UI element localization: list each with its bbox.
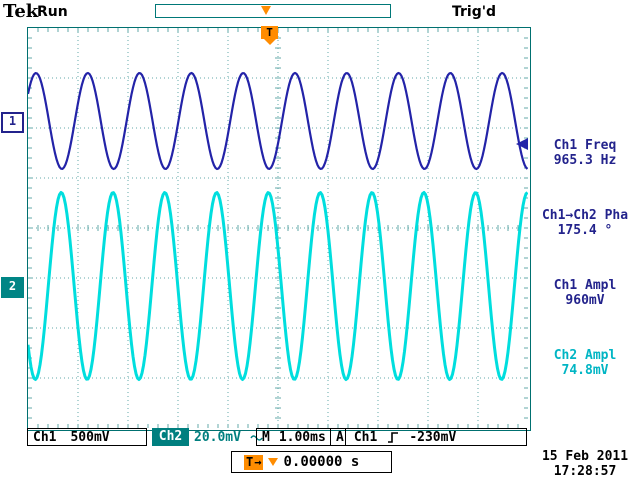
measurement-value: 965.3 Hz xyxy=(553,153,617,168)
acquisition-status: Run xyxy=(37,4,68,20)
measurement-value: 74.8mV xyxy=(561,363,609,378)
tek-logo: Tek xyxy=(3,1,39,22)
trigger-source: Ch1 xyxy=(353,429,378,445)
timebase-m-label: M xyxy=(262,429,270,445)
trigger-position-flag: T xyxy=(261,26,278,45)
measurement-label: Ch1→Ch2 Pha xyxy=(541,208,629,223)
ch1-label: Ch1 xyxy=(33,429,57,445)
ch2-ground-marker: 2 xyxy=(1,277,24,298)
measurement-ch2-ampl: Ch2 Ampl 74.8mV xyxy=(531,348,639,378)
date-text: 15 Feb 2011 xyxy=(541,449,629,464)
measurement-label: Ch1 Ampl xyxy=(553,278,617,293)
measurement-ch1-ch2-phase: Ch1→Ch2 Pha 175.4 ° xyxy=(531,208,639,238)
trigger-readout: A Ch1 -230mV xyxy=(330,428,527,446)
datetime-readout: 15 Feb 2011 17:28:57 xyxy=(531,449,639,479)
measurement-label: Ch1 Freq xyxy=(553,138,617,153)
trigger-level: -230mV xyxy=(409,429,457,445)
waveform-display xyxy=(27,27,531,431)
ch2-scale: 20.0mV xyxy=(194,430,241,445)
measurement-label: Ch2 Ampl xyxy=(553,348,617,363)
ch1-scale-readout: Ch1 500mV xyxy=(27,428,147,446)
measurement-ch1-freq: Ch1 Freq 965.3 Hz xyxy=(531,138,639,168)
rising-edge-icon xyxy=(388,432,399,443)
measurement-ch1-ampl: Ch1 Ampl 960mV xyxy=(531,278,639,308)
trigger-status: Trig'd xyxy=(452,4,497,20)
timebase-value: 1.00ms xyxy=(278,429,326,445)
measurement-value: 960mV xyxy=(565,293,605,308)
trigger-position-icon xyxy=(261,6,271,15)
horizontal-position-bar xyxy=(155,4,391,18)
ch1-scale: 500mV xyxy=(70,429,110,445)
status-bar: Ch1 500mV Ch2 20.0mV M 1.00ms A Ch1 -230… xyxy=(0,428,640,447)
trigger-time-chip: T xyxy=(244,454,264,470)
timebase-readout: M 1.00ms xyxy=(256,428,346,446)
ch2-label-chip: Ch2 xyxy=(152,428,189,446)
measurement-value: 175.4 ° xyxy=(557,223,613,238)
waveform-svg xyxy=(28,28,528,428)
ch1-ground-marker: 1 xyxy=(1,112,24,133)
trigger-a-label: A xyxy=(336,429,344,445)
horizontal-position-readout: T 0.00000 s xyxy=(231,451,392,473)
trigger-time-arrow-icon xyxy=(268,458,279,466)
horizontal-position-value: 0.00000 s xyxy=(283,454,360,470)
time-text: 17:28:57 xyxy=(553,464,617,479)
